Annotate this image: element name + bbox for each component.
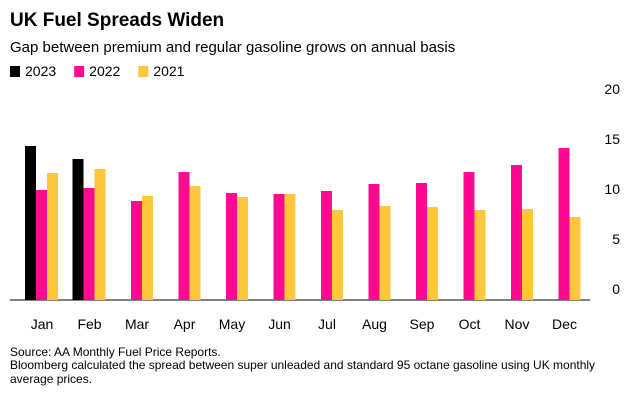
- bar: [379, 206, 391, 300]
- x-tick-label: Apr: [174, 316, 196, 332]
- bar: [25, 146, 36, 300]
- chart-title: UK Fuel Spreads Widen: [10, 10, 224, 31]
- bar: [463, 172, 475, 300]
- y-tick-label: 5: [612, 231, 620, 247]
- bar: [94, 169, 106, 300]
- bar: [368, 184, 380, 300]
- note: Bloomberg calculated the spread between …: [10, 358, 596, 386]
- y-tick-label: 15: [604, 131, 620, 147]
- note-box: Bloomberg calculated the spread between …: [10, 358, 596, 386]
- y-tick-label: 0: [612, 281, 620, 297]
- bar: [522, 209, 533, 300]
- y-tick-label: 20: [604, 81, 620, 97]
- bar: [72, 159, 84, 300]
- y-tick-label: 10: [604, 181, 620, 197]
- legend-swatch: [10, 66, 20, 77]
- x-tick-label: Jan: [31, 316, 54, 332]
- bar: [416, 183, 427, 300]
- bar: [178, 172, 190, 300]
- bar: [273, 194, 285, 300]
- x-tick-label: Aug: [362, 316, 387, 332]
- bar: [332, 210, 343, 300]
- bar: [511, 165, 522, 300]
- bar: [142, 196, 153, 300]
- bar: [569, 217, 581, 300]
- x-tick-label: Feb: [77, 316, 101, 332]
- x-tick-label: Nov: [505, 316, 530, 332]
- x-tick-label: May: [219, 316, 245, 332]
- bar: [189, 186, 201, 300]
- x-tick-label: Jul: [318, 316, 336, 332]
- x-tick-label: Jun: [268, 316, 291, 332]
- x-tick-label: Mar: [125, 316, 149, 332]
- chart-subtitle: Gap between premium and regular gasoline…: [10, 39, 455, 56]
- x-tick-label: Sep: [410, 316, 435, 332]
- x-tick-label: Oct: [459, 316, 481, 332]
- x-tick-label: Dec: [552, 316, 577, 332]
- bar: [131, 201, 142, 300]
- source: Source: AA Monthly Fuel Price Reports.: [10, 345, 221, 359]
- bar: [427, 207, 438, 300]
- legend-label: 2021: [153, 63, 184, 79]
- legend-label: 2023: [25, 63, 56, 79]
- legend-swatch: [74, 66, 85, 77]
- bar: [36, 190, 47, 300]
- bar: [558, 148, 570, 300]
- bar: [237, 197, 248, 300]
- bar: [226, 193, 237, 300]
- bar: [474, 210, 486, 300]
- bar: [321, 191, 332, 300]
- legend-swatch: [138, 66, 149, 77]
- legend-label: 2022: [89, 63, 120, 79]
- bar: [284, 194, 296, 300]
- bar: [47, 173, 58, 300]
- bar: [83, 188, 95, 300]
